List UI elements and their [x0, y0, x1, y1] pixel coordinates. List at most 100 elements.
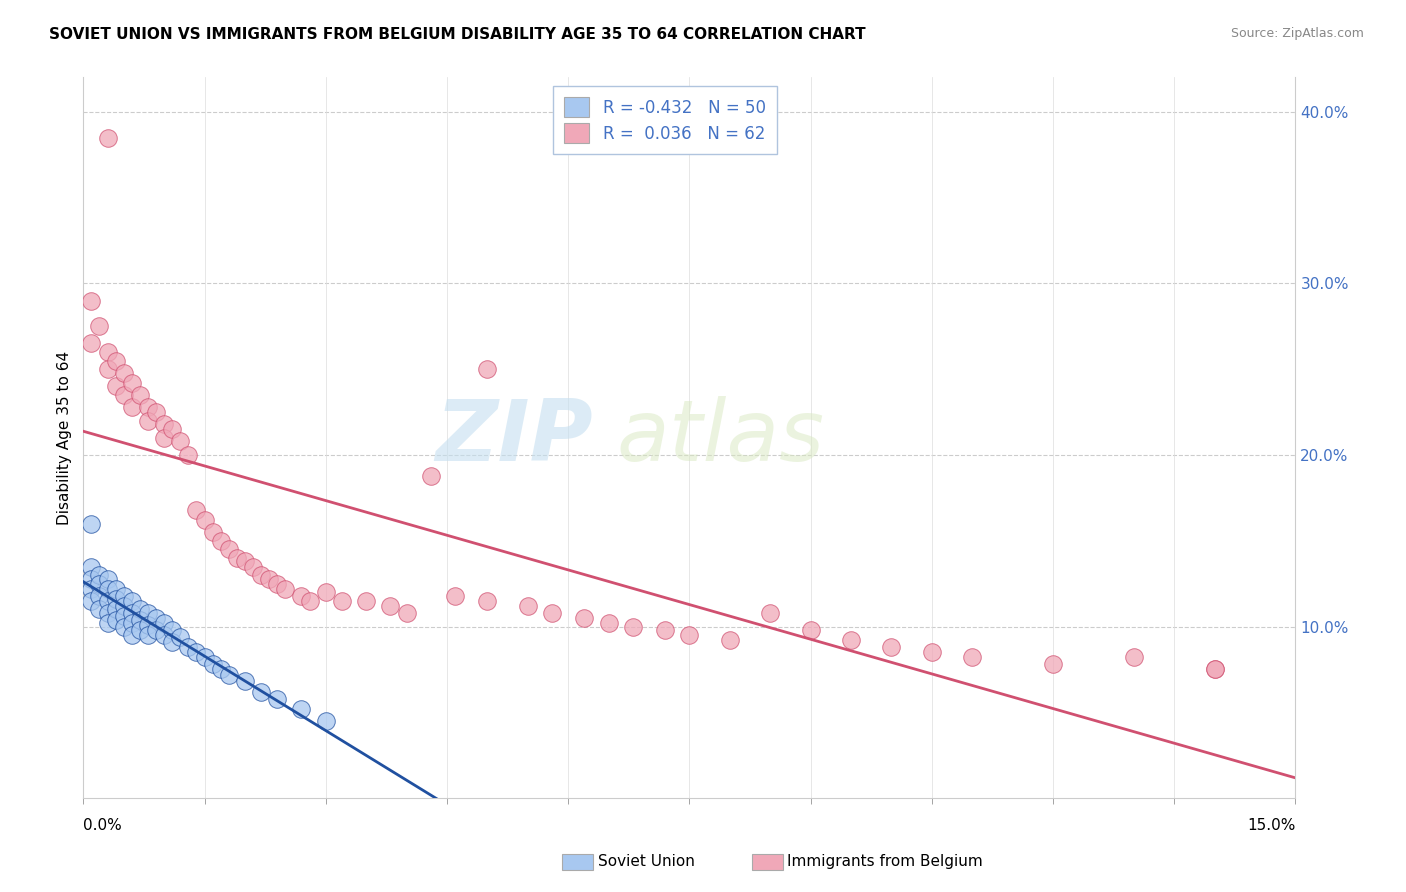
Point: [177, 448, 200, 462]
Point: [136, 414, 159, 428]
Point: [128, 602, 150, 616]
Point: [209, 663, 232, 677]
Y-axis label: Disability Age 35 to 64: Disability Age 35 to 64: [58, 351, 72, 524]
Point: [718, 633, 741, 648]
Point: [330, 594, 353, 608]
Point: [654, 623, 676, 637]
Point: [128, 388, 150, 402]
Point: [160, 623, 183, 637]
Point: [1042, 657, 1064, 672]
Point: [104, 613, 127, 627]
Point: [80, 582, 103, 596]
Point: [104, 602, 127, 616]
Text: Soviet Union: Soviet Union: [598, 855, 695, 869]
Point: [121, 400, 143, 414]
Point: [193, 650, 215, 665]
Point: [921, 645, 943, 659]
Point: [201, 657, 224, 672]
Point: [104, 582, 127, 596]
Point: [80, 293, 103, 308]
Text: Immigrants from Belgium: Immigrants from Belgium: [787, 855, 983, 869]
Point: [136, 400, 159, 414]
Point: [153, 616, 176, 631]
Point: [89, 602, 111, 616]
Point: [80, 336, 103, 351]
Point: [186, 645, 208, 659]
Point: [96, 345, 118, 359]
Point: [104, 353, 127, 368]
Point: [380, 599, 402, 613]
Point: [541, 606, 564, 620]
Point: [193, 513, 215, 527]
Point: [1204, 663, 1226, 677]
Point: [80, 572, 103, 586]
Point: [112, 388, 135, 402]
Point: [225, 550, 247, 565]
Point: [153, 417, 176, 431]
Legend: R = -0.432   N = 50, R =  0.036   N = 62: R = -0.432 N = 50, R = 0.036 N = 62: [553, 86, 778, 154]
Point: [96, 130, 118, 145]
Point: [274, 582, 297, 596]
Point: [169, 434, 191, 449]
Text: atlas: atlas: [617, 396, 825, 479]
Point: [96, 582, 118, 596]
Point: [315, 714, 337, 728]
Point: [233, 554, 256, 568]
Text: 0.0%: 0.0%: [83, 818, 122, 833]
Point: [839, 633, 862, 648]
Point: [136, 618, 159, 632]
Point: [266, 691, 288, 706]
Point: [96, 606, 118, 620]
Point: [298, 594, 321, 608]
Point: [516, 599, 538, 613]
Point: [112, 366, 135, 380]
Point: [96, 572, 118, 586]
Point: [121, 616, 143, 631]
Point: [290, 589, 312, 603]
Point: [315, 585, 337, 599]
Point: [128, 613, 150, 627]
Point: [242, 559, 264, 574]
Text: 15.0%: 15.0%: [1247, 818, 1295, 833]
Point: [96, 362, 118, 376]
Point: [89, 576, 111, 591]
Point: [121, 376, 143, 390]
Point: [218, 542, 240, 557]
Point: [218, 667, 240, 681]
Text: SOVIET UNION VS IMMIGRANTS FROM BELGIUM DISABILITY AGE 35 TO 64 CORRELATION CHAR: SOVIET UNION VS IMMIGRANTS FROM BELGIUM …: [49, 27, 866, 42]
Point: [136, 606, 159, 620]
Point: [121, 628, 143, 642]
Point: [290, 702, 312, 716]
Point: [209, 533, 232, 548]
Point: [759, 606, 782, 620]
Point: [574, 611, 596, 625]
Point: [145, 405, 167, 419]
Point: [266, 576, 288, 591]
Point: [145, 623, 167, 637]
Point: [89, 589, 111, 603]
Point: [444, 589, 467, 603]
Point: [153, 431, 176, 445]
Point: [477, 594, 499, 608]
Point: [169, 630, 191, 644]
Point: [250, 685, 273, 699]
Point: [104, 592, 127, 607]
Point: [354, 594, 377, 608]
Point: [477, 362, 499, 376]
Point: [112, 589, 135, 603]
Point: [160, 422, 183, 436]
Point: [112, 609, 135, 624]
Point: [153, 628, 176, 642]
Point: [598, 616, 620, 631]
Point: [250, 568, 273, 582]
Point: [112, 599, 135, 613]
Point: [89, 319, 111, 334]
Point: [121, 606, 143, 620]
Point: [145, 611, 167, 625]
Point: [80, 516, 103, 531]
Point: [1204, 663, 1226, 677]
Point: [96, 594, 118, 608]
Point: [128, 623, 150, 637]
Point: [257, 572, 280, 586]
Point: [89, 568, 111, 582]
